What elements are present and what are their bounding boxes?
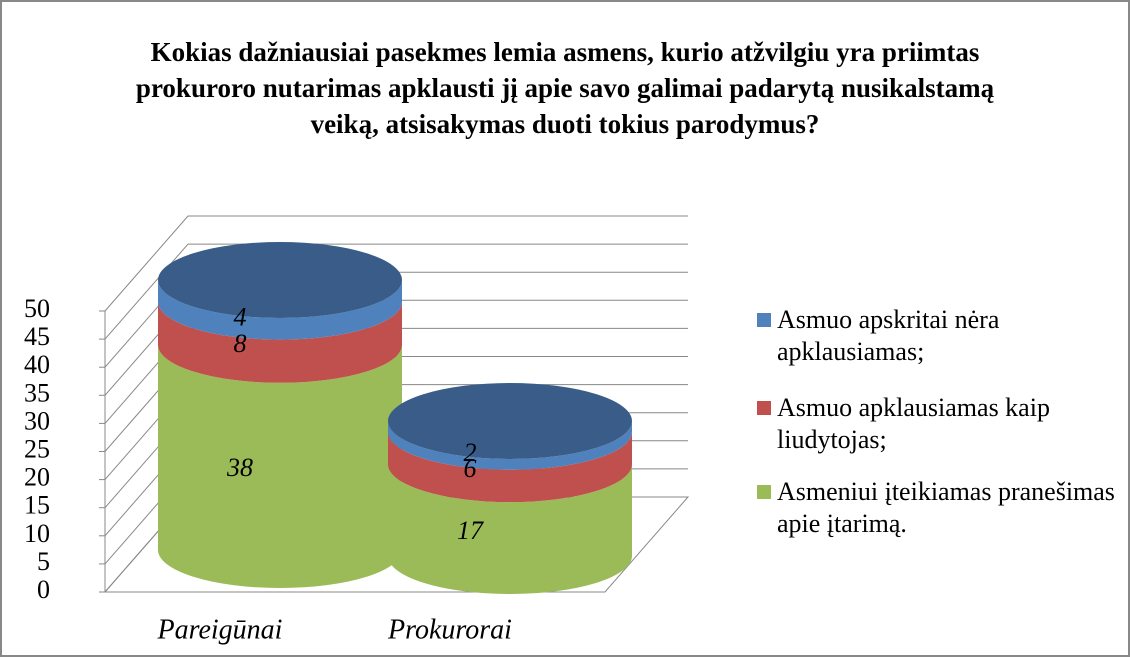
y-tick-label: 20: [24, 463, 50, 492]
grid-line: [104, 243, 688, 340]
data-label: 6: [464, 454, 477, 483]
grid-line: [104, 215, 688, 312]
chart-title: Kokias dažniausiai pasekmes lemia asmens…: [135, 37, 995, 139]
y-tick-label: 15: [24, 491, 50, 520]
legend-label: Asmuo apklausiamas kaip liudytojas;: [777, 393, 1050, 454]
y-tick-label: 45: [24, 322, 50, 351]
data-label: 8: [234, 329, 247, 358]
y-tick-label: 10: [24, 519, 50, 548]
cylinder-segment: [388, 431, 632, 503]
cylinder-segment: [388, 464, 632, 594]
legend-label: Asmeniui įteikiamas pranešimas apie įtar…: [777, 477, 1115, 538]
cylinder-segment: [158, 344, 402, 588]
cylinder-top: [158, 242, 402, 318]
y-tick-label: 35: [24, 378, 50, 407]
y-tick-label: 25: [24, 434, 50, 463]
y-tick-label: 40: [24, 350, 50, 379]
cylinder-top: [388, 383, 632, 459]
data-label: 4: [234, 302, 247, 331]
y-tick-label: 50: [24, 294, 50, 323]
data-label: 2: [464, 438, 477, 467]
x-tick-label: Prokurorai: [387, 614, 512, 645]
legend-swatch: [757, 485, 771, 499]
cylinder-segment: [158, 280, 402, 340]
cylinder-segment: [388, 421, 632, 470]
y-tick-label: 30: [24, 406, 50, 435]
legend-swatch: [757, 401, 771, 415]
y-tick-label: 0: [37, 575, 50, 604]
data-label: 38: [226, 453, 253, 482]
cylinder-segment: [158, 301, 402, 383]
legend-swatch: [757, 313, 771, 327]
y-tick-label: 5: [37, 547, 50, 576]
data-label: 17: [457, 516, 484, 545]
x-tick-label: Pareigūnai: [157, 614, 283, 645]
legend-label: Asmuo apskritai nėra apklausiamas;: [777, 305, 1000, 366]
